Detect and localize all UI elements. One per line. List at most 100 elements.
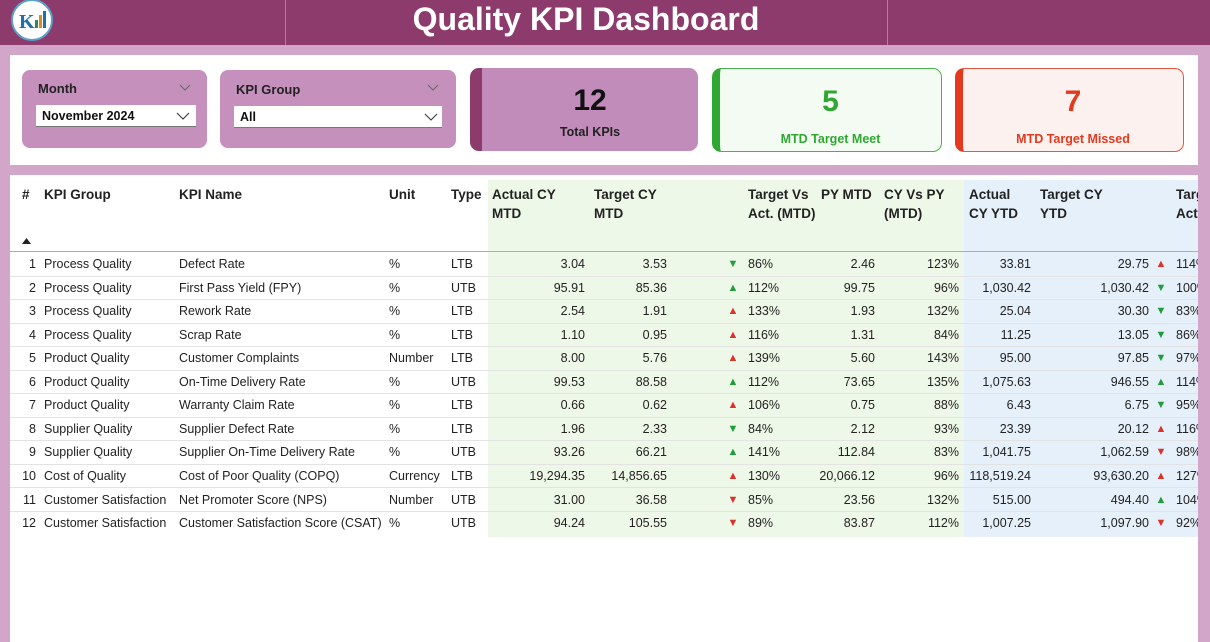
table-cell: 19,294.35 bbox=[529, 468, 585, 483]
column-header[interactable]: KPI Name bbox=[179, 187, 243, 202]
status-arrow: ▲ bbox=[1155, 258, 1167, 270]
column-header[interactable]: Type bbox=[451, 187, 482, 202]
svg-text:K: K bbox=[19, 11, 35, 33]
table-cell: 83.87 bbox=[843, 516, 875, 531]
status-arrow: ▼ bbox=[1155, 328, 1167, 341]
status-arrow: ▲ bbox=[1155, 375, 1167, 388]
status-arrow: ▼ bbox=[727, 517, 739, 530]
table-cell: 85.36 bbox=[635, 280, 667, 295]
status-arrow: ▲ bbox=[727, 469, 739, 482]
row-divider bbox=[10, 275, 1198, 277]
table-cell: 11.25 bbox=[1000, 327, 1031, 342]
table-cell: 93,630.20 bbox=[1093, 468, 1149, 483]
table-cell: LTB bbox=[451, 327, 473, 342]
column-header[interactable]: Target Vs Act. (YTD) bbox=[1176, 187, 1198, 221]
row-divider bbox=[10, 346, 1198, 348]
status-arrow: ▼ bbox=[1155, 305, 1167, 318]
table-cell: Process Quality bbox=[44, 304, 132, 319]
table-cell: 130% bbox=[748, 468, 780, 483]
table-cell: Currency bbox=[389, 468, 440, 483]
column-header[interactable]: Target CY YTD bbox=[1040, 187, 1103, 221]
chevron bbox=[427, 84, 439, 91]
table-cell: 86% bbox=[1176, 327, 1198, 342]
table-cell: % bbox=[389, 398, 401, 413]
table-cell: 5.76 bbox=[642, 351, 667, 366]
status-arrow: ▼ bbox=[1155, 446, 1167, 459]
table-cell: 515.00 bbox=[992, 492, 1031, 507]
table-cell: Customer Satisfaction bbox=[44, 492, 167, 507]
table-cell: Process Quality bbox=[44, 280, 132, 295]
table-cell: 99.53 bbox=[553, 374, 585, 389]
table-cell: 116% bbox=[748, 327, 780, 342]
column-header[interactable]: KPI Group bbox=[44, 187, 111, 202]
table-cell: On-Time Delivery Rate bbox=[179, 374, 306, 389]
table-cell: 1.31 bbox=[850, 327, 875, 342]
header-divider bbox=[887, 0, 888, 45]
table-cell: % bbox=[389, 516, 401, 531]
sort-indicator[interactable] bbox=[22, 238, 31, 245]
table-cell: 23.56 bbox=[843, 492, 875, 507]
table-cell: 1,075.63 bbox=[982, 374, 1031, 389]
table-cell: 9 bbox=[29, 445, 36, 460]
table-cell: 1.91 bbox=[642, 304, 667, 319]
row-divider bbox=[10, 487, 1198, 489]
table-cell: 2.54 bbox=[560, 304, 585, 319]
table-cell: 86% bbox=[748, 257, 774, 271]
column-header[interactable]: CY Vs PY (MTD) bbox=[884, 187, 945, 221]
table-cell: 135% bbox=[927, 374, 959, 389]
table-cell: Supplier Quality bbox=[44, 445, 133, 460]
table-cell: 123% bbox=[927, 257, 959, 271]
table-cell: 116% bbox=[1176, 421, 1198, 436]
table-cell: 97% bbox=[1176, 351, 1198, 366]
header-rule bbox=[10, 251, 1198, 252]
table-cell: 98% bbox=[1176, 445, 1198, 460]
slicer-dropdown[interactable]: All bbox=[234, 106, 442, 128]
status-arrow: ▼ bbox=[727, 422, 739, 435]
table-cell: 83% bbox=[933, 445, 959, 460]
table-cell: 1,097.90 bbox=[1100, 516, 1149, 531]
column-header[interactable]: Target CY MTD bbox=[594, 187, 657, 221]
table-cell: 13.05 bbox=[1117, 327, 1149, 342]
table-cell: 96% bbox=[933, 280, 959, 295]
table-cell: 20.12 bbox=[1117, 421, 1149, 436]
column-header[interactable]: PY MTD bbox=[821, 187, 872, 202]
table-cell: 1,007.25 bbox=[982, 516, 1031, 531]
table-cell: Process Quality bbox=[44, 257, 132, 271]
table-cell: LTB bbox=[451, 398, 473, 413]
chevron bbox=[424, 113, 438, 121]
chevron bbox=[179, 84, 191, 91]
table-cell: 1,062.59 bbox=[1100, 445, 1149, 460]
table-cell: Scrap Rate bbox=[179, 327, 242, 342]
table-cell: 114% bbox=[1176, 374, 1198, 389]
table-cell: LTB bbox=[451, 468, 473, 483]
table-cell: 12 bbox=[22, 516, 36, 531]
table-cell: % bbox=[389, 280, 401, 295]
column-header[interactable]: # bbox=[22, 187, 30, 202]
table-cell: 105.55 bbox=[628, 516, 667, 531]
table-cell: % bbox=[389, 374, 401, 389]
status-arrow: ▲ bbox=[727, 399, 739, 412]
table-cell: % bbox=[389, 445, 401, 460]
table-cell: 1.10 bbox=[560, 327, 585, 342]
table-cell: 112% bbox=[927, 516, 959, 531]
table-cell: 5 bbox=[29, 351, 36, 366]
kpi-group-slicer[interactable]: KPI Group All bbox=[220, 70, 456, 148]
slicer-dropdown[interactable]: November 2024 bbox=[36, 105, 196, 127]
table-cell: 6.75 bbox=[1124, 398, 1149, 413]
mtd-band bbox=[488, 180, 964, 537]
table-cell: 99.75 bbox=[843, 280, 875, 295]
table-cell: 10 bbox=[22, 468, 36, 483]
logo: K bbox=[11, 0, 53, 41]
column-header[interactable]: Unit bbox=[389, 187, 416, 202]
table-cell: Customer Complaints bbox=[179, 351, 300, 366]
card-label: Total KPIs bbox=[559, 125, 621, 139]
row-divider bbox=[10, 322, 1198, 324]
column-header[interactable]: Actual CY MTD bbox=[492, 187, 556, 221]
table-cell: 141% bbox=[748, 445, 780, 460]
column-header[interactable]: Target Vs Act. (MTD) bbox=[748, 187, 816, 221]
month-slicer[interactable]: Month November 2024 bbox=[22, 70, 207, 148]
table-cell: 8.00 bbox=[560, 351, 585, 366]
kpi-card: 5 MTD Target Meet bbox=[712, 68, 942, 152]
table-cell: 89% bbox=[748, 516, 774, 531]
column-header[interactable]: Actual CY YTD bbox=[969, 187, 1019, 221]
